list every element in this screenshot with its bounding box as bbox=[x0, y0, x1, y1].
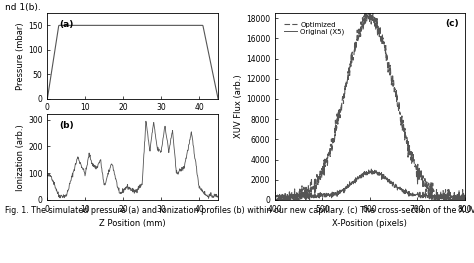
Line: Optimized: Optimized bbox=[275, 10, 465, 200]
Optimized bbox=[383, 53, 388, 56]
X-axis label: Z-Position (mm): Z-Position (mm) bbox=[99, 118, 166, 127]
Optimized bbox=[462, 197, 467, 200]
Text: nd 1(b).: nd 1(b). bbox=[5, 3, 40, 12]
Original (X5) bbox=[283, 198, 289, 201]
Optimized bbox=[393, 95, 399, 99]
Original (X5) bbox=[416, 195, 422, 199]
Original (X5) bbox=[393, 186, 399, 189]
Original (X5) bbox=[368, 168, 374, 171]
Line: Original (X5): Original (X5) bbox=[275, 169, 465, 200]
Text: (b): (b) bbox=[59, 121, 74, 130]
Text: (a): (a) bbox=[59, 20, 74, 29]
Original (X5) bbox=[388, 181, 393, 184]
Optimized bbox=[416, 176, 422, 180]
Text: (c): (c) bbox=[446, 19, 459, 28]
Text: Fig. 1. The simulated pressure (a) and ionization profiles (b) within our new ca: Fig. 1. The simulated pressure (a) and i… bbox=[5, 206, 474, 215]
Original (X5) bbox=[383, 175, 388, 178]
Original (X5) bbox=[272, 195, 278, 198]
Optimized bbox=[284, 197, 290, 200]
Optimized bbox=[273, 198, 278, 201]
Y-axis label: XUV Flux (arb.): XUV Flux (arb.) bbox=[234, 75, 243, 138]
Y-axis label: Pressure (mbar): Pressure (mbar) bbox=[16, 22, 25, 90]
Optimized bbox=[369, 9, 375, 12]
Optimized bbox=[272, 194, 278, 198]
X-axis label: Z Position (mm): Z Position (mm) bbox=[100, 219, 166, 228]
Original (X5) bbox=[436, 194, 441, 197]
X-axis label: X-Position (pixels): X-Position (pixels) bbox=[332, 219, 407, 228]
Y-axis label: Ionization (arb.): Ionization (arb.) bbox=[16, 124, 25, 190]
Optimized bbox=[388, 67, 393, 70]
Original (X5) bbox=[284, 196, 290, 199]
Legend: Optimized, Original (X5): Optimized, Original (X5) bbox=[282, 20, 346, 37]
Original (X5) bbox=[462, 194, 467, 197]
Optimized bbox=[436, 194, 441, 198]
